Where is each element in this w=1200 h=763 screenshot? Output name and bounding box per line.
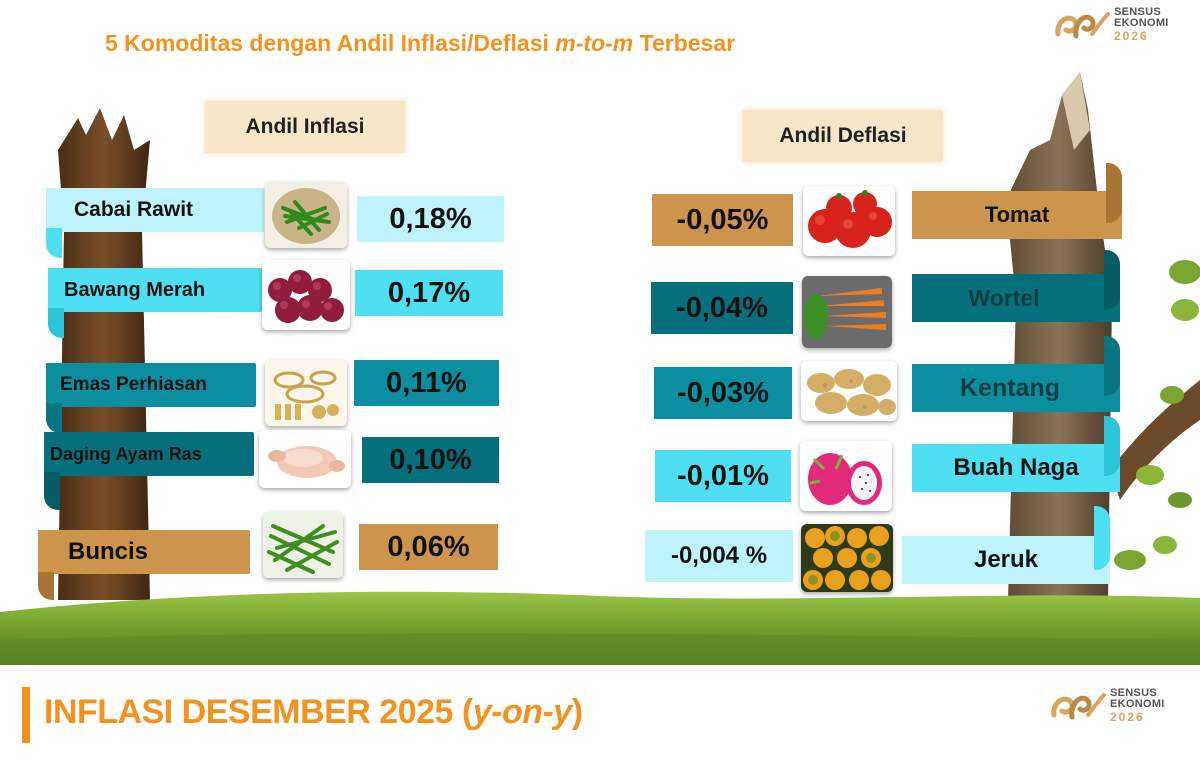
deflation-value-5: -0,004 % [645,530,793,582]
orange-icon [801,524,893,592]
commodity-label: Tomat [912,191,1122,239]
footer: INFLASI DESEMBER 2025 (y-on-y) SENSUS EK… [0,665,1200,763]
logo-mark-icon [1055,12,1110,39]
commodity-label: Buah Naga [912,444,1120,492]
commodity-label: Cabai Rawit [46,188,264,232]
inflation-item-1: Cabai Rawit [46,188,264,258]
carrot-icon [802,276,892,348]
deflation-value-2: -0,04% [651,282,793,334]
sensus-ekonomi-logo-footer: SENSUS EKONOMI 2026 [1048,685,1165,725]
commodity-label: Wortel [912,274,1120,322]
inflation-value-5: 0,06% [359,524,498,570]
ribbon-curl [1104,336,1120,396]
inflation-value-4: 0,10% [362,437,499,483]
green-bean-icon [263,512,343,578]
ribbon-curl [1104,250,1120,310]
deflation-item-2: Wortel [912,250,1120,324]
inflation-item-2: Bawang Merah [48,268,262,344]
deflation-item-4: Buah Naga [912,416,1120,494]
footer-accent-bar [22,687,30,743]
sensus-ekonomi-logo: SENSUS EKONOMI 2026 [1052,4,1169,44]
commodity-label: Emas Perhiasan [46,363,256,407]
deflation-value-1: -0,05% [652,194,793,246]
ribbon-curl [46,403,62,433]
chili-icon [265,182,347,248]
inflation-item-3: Emas Perhiasan [46,363,256,433]
inflation-item-5: Buncis [38,530,250,610]
ribbon-curl [1106,163,1122,223]
inflation-heading: Andil Inflasi [205,101,405,153]
commodity-label: Kentang [912,364,1120,412]
potato-icon [801,361,897,421]
page-title: 5 Komoditas dengan Andil Inflasi/Deflasi… [105,30,736,56]
deflation-heading: Andil Deflasi [743,110,943,162]
deflation-value-3: -0,03% [654,367,792,419]
deflation-item-3: Kentang [912,336,1120,412]
commodity-label: Jeruk [902,536,1110,584]
dragon-fruit-icon [800,441,892,511]
ribbon-curl [38,572,54,600]
inflation-value-2: 0,17% [355,270,503,316]
deflation-value-4: -0,01% [655,450,791,502]
tomato-icon [803,186,895,256]
ribbon-curl [48,308,64,338]
ribbon-curl [46,228,62,258]
ribbon-curl [1104,416,1120,476]
commodity-label: Bawang Merah [48,268,262,312]
footer-title: INFLASI DESEMBER 2025 (y-on-y) [44,693,583,731]
gold-jewelry-icon [265,360,347,426]
inflation-item-4: Daging Ayam Ras [44,432,254,510]
ribbon-curl [1094,506,1110,570]
ribbon-curl [44,472,60,510]
logo-mark-icon [1051,693,1106,720]
commodity-label: Daging Ayam Ras [44,432,254,476]
inflation-value-1: 0,18% [357,196,504,242]
shallot-icon [262,260,350,330]
deflation-item-1: Tomat [912,163,1122,241]
commodity-label: Buncis [38,530,250,574]
deflation-item-5: Jeruk [902,506,1110,584]
chicken-meat-icon [259,430,351,488]
inflation-value-3: 0,11% [354,360,499,406]
